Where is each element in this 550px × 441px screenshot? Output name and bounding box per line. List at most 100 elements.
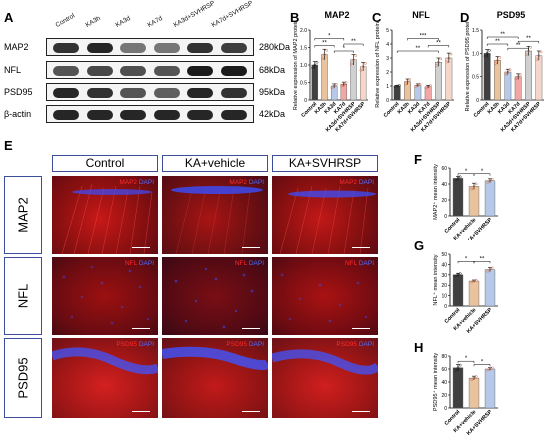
panel-letter-g: G bbox=[414, 238, 425, 253]
significance-stars: * bbox=[465, 256, 468, 262]
significance-stars: ** bbox=[480, 256, 485, 262]
blot-lane-label: Control bbox=[54, 12, 77, 29]
data-point bbox=[535, 58, 538, 61]
data-point bbox=[311, 66, 314, 70]
data-point bbox=[454, 274, 458, 278]
significance-stars: * bbox=[481, 359, 484, 365]
data-point bbox=[516, 75, 520, 79]
blot-strip-psd95 bbox=[46, 83, 254, 101]
y-tick-label: 0.5 bbox=[300, 81, 307, 87]
y-tick-label: 1.5 bbox=[300, 46, 307, 52]
y-tick-label: 1.5 bbox=[472, 28, 479, 34]
y-tick-label: 0.5 bbox=[472, 75, 479, 81]
blot-band bbox=[153, 43, 180, 53]
blot-band bbox=[53, 43, 79, 53]
blot-band bbox=[86, 66, 113, 76]
y-axis-label: PSD95⁺ mean intensity bbox=[432, 353, 439, 412]
data-point bbox=[474, 182, 478, 186]
data-point bbox=[496, 58, 499, 62]
micrograph-psd95-control: PSD95 DAPI bbox=[52, 338, 158, 418]
data-point bbox=[490, 266, 494, 270]
y-tick-label: 3 bbox=[386, 56, 389, 62]
bar bbox=[445, 57, 453, 101]
data-point bbox=[474, 278, 478, 282]
data-point bbox=[349, 62, 353, 66]
y-axis-label: Relative expression of MAP2 protein bbox=[293, 22, 299, 110]
scale-bar bbox=[352, 410, 370, 412]
data-point bbox=[537, 54, 541, 58]
significance-stars: * bbox=[465, 356, 468, 362]
data-point bbox=[439, 57, 443, 61]
blot-band bbox=[120, 88, 146, 98]
image-row-label: PSD95 bbox=[4, 338, 42, 418]
blot-row-label: MAP2 bbox=[4, 42, 29, 52]
significance-stars: ** bbox=[415, 46, 420, 52]
significance-stars: ** bbox=[526, 36, 531, 42]
data-point bbox=[486, 269, 490, 273]
y-tick-label: 60 bbox=[441, 166, 447, 172]
significance-stars: ** bbox=[351, 39, 356, 45]
blot-kda-label: 68kDa bbox=[259, 65, 286, 75]
image-row-label: NFL bbox=[4, 257, 42, 335]
scale-bar bbox=[352, 327, 370, 329]
data-point bbox=[488, 367, 492, 371]
panel-letter-d: D bbox=[460, 10, 470, 25]
micrograph-stain-legend: PSD95 DAPI bbox=[336, 341, 374, 348]
data-point bbox=[472, 185, 476, 188]
data-point bbox=[332, 84, 336, 88]
blot-band bbox=[220, 110, 247, 120]
blot-band bbox=[53, 110, 79, 120]
data-point bbox=[472, 376, 476, 380]
data-point bbox=[398, 84, 401, 87]
y-tick-label: 1.0 bbox=[300, 63, 307, 69]
bar bbox=[321, 54, 328, 101]
blot-lane-label: KA7d+SVHRSP bbox=[210, 0, 255, 29]
y-tick-label: 20 bbox=[441, 393, 447, 399]
significance-stars: * bbox=[465, 169, 468, 175]
data-point bbox=[539, 50, 543, 54]
chart-title: PSD95 bbox=[496, 10, 526, 20]
data-point bbox=[488, 179, 492, 183]
data-point bbox=[323, 53, 326, 56]
scale-bar bbox=[352, 246, 370, 248]
data-point bbox=[445, 60, 448, 64]
panel-letter-e: E bbox=[4, 138, 13, 153]
data-point bbox=[474, 375, 478, 378]
data-point bbox=[506, 70, 510, 74]
blot-band bbox=[86, 110, 113, 120]
scale-bar bbox=[242, 410, 260, 412]
blot-strip-map2 bbox=[46, 38, 254, 56]
micrograph-psd95-ka-svhrsp: PSD95 DAPI bbox=[272, 338, 378, 418]
bar bbox=[535, 55, 543, 101]
bar bbox=[359, 66, 367, 101]
data-point bbox=[418, 82, 422, 86]
micrograph-stain-legend: NFL DAPI bbox=[344, 260, 374, 267]
data-point bbox=[456, 177, 460, 180]
y-tick-label: 5 bbox=[386, 28, 389, 34]
y-tick-label: 4 bbox=[386, 42, 389, 48]
blot-kda-label: 42kDa bbox=[259, 109, 286, 119]
y-tick-label: 20 bbox=[441, 198, 447, 204]
blot-row-label: PSD95 bbox=[4, 87, 33, 97]
data-point bbox=[434, 64, 438, 67]
data-point bbox=[470, 187, 474, 191]
y-tick-label: 0 bbox=[444, 214, 447, 220]
blot-band bbox=[220, 66, 247, 76]
bar bbox=[504, 71, 512, 101]
y-tick-label: 0 bbox=[444, 304, 447, 310]
data-point bbox=[456, 273, 460, 277]
image-row-label: MAP2 bbox=[4, 176, 42, 254]
data-point bbox=[330, 86, 334, 90]
data-point bbox=[424, 86, 428, 90]
scale-bar bbox=[132, 410, 150, 412]
panel-letter-f: F bbox=[414, 152, 422, 167]
data-point bbox=[483, 54, 487, 58]
micrograph-nfl-control: NFL DAPI bbox=[52, 257, 158, 335]
y-tick-label: 0 bbox=[444, 406, 447, 412]
data-point bbox=[458, 272, 462, 275]
y-tick-label: 2.0 bbox=[300, 28, 307, 34]
data-point bbox=[454, 368, 458, 372]
data-point bbox=[335, 82, 338, 86]
chart-title: MAP2 bbox=[324, 10, 350, 20]
